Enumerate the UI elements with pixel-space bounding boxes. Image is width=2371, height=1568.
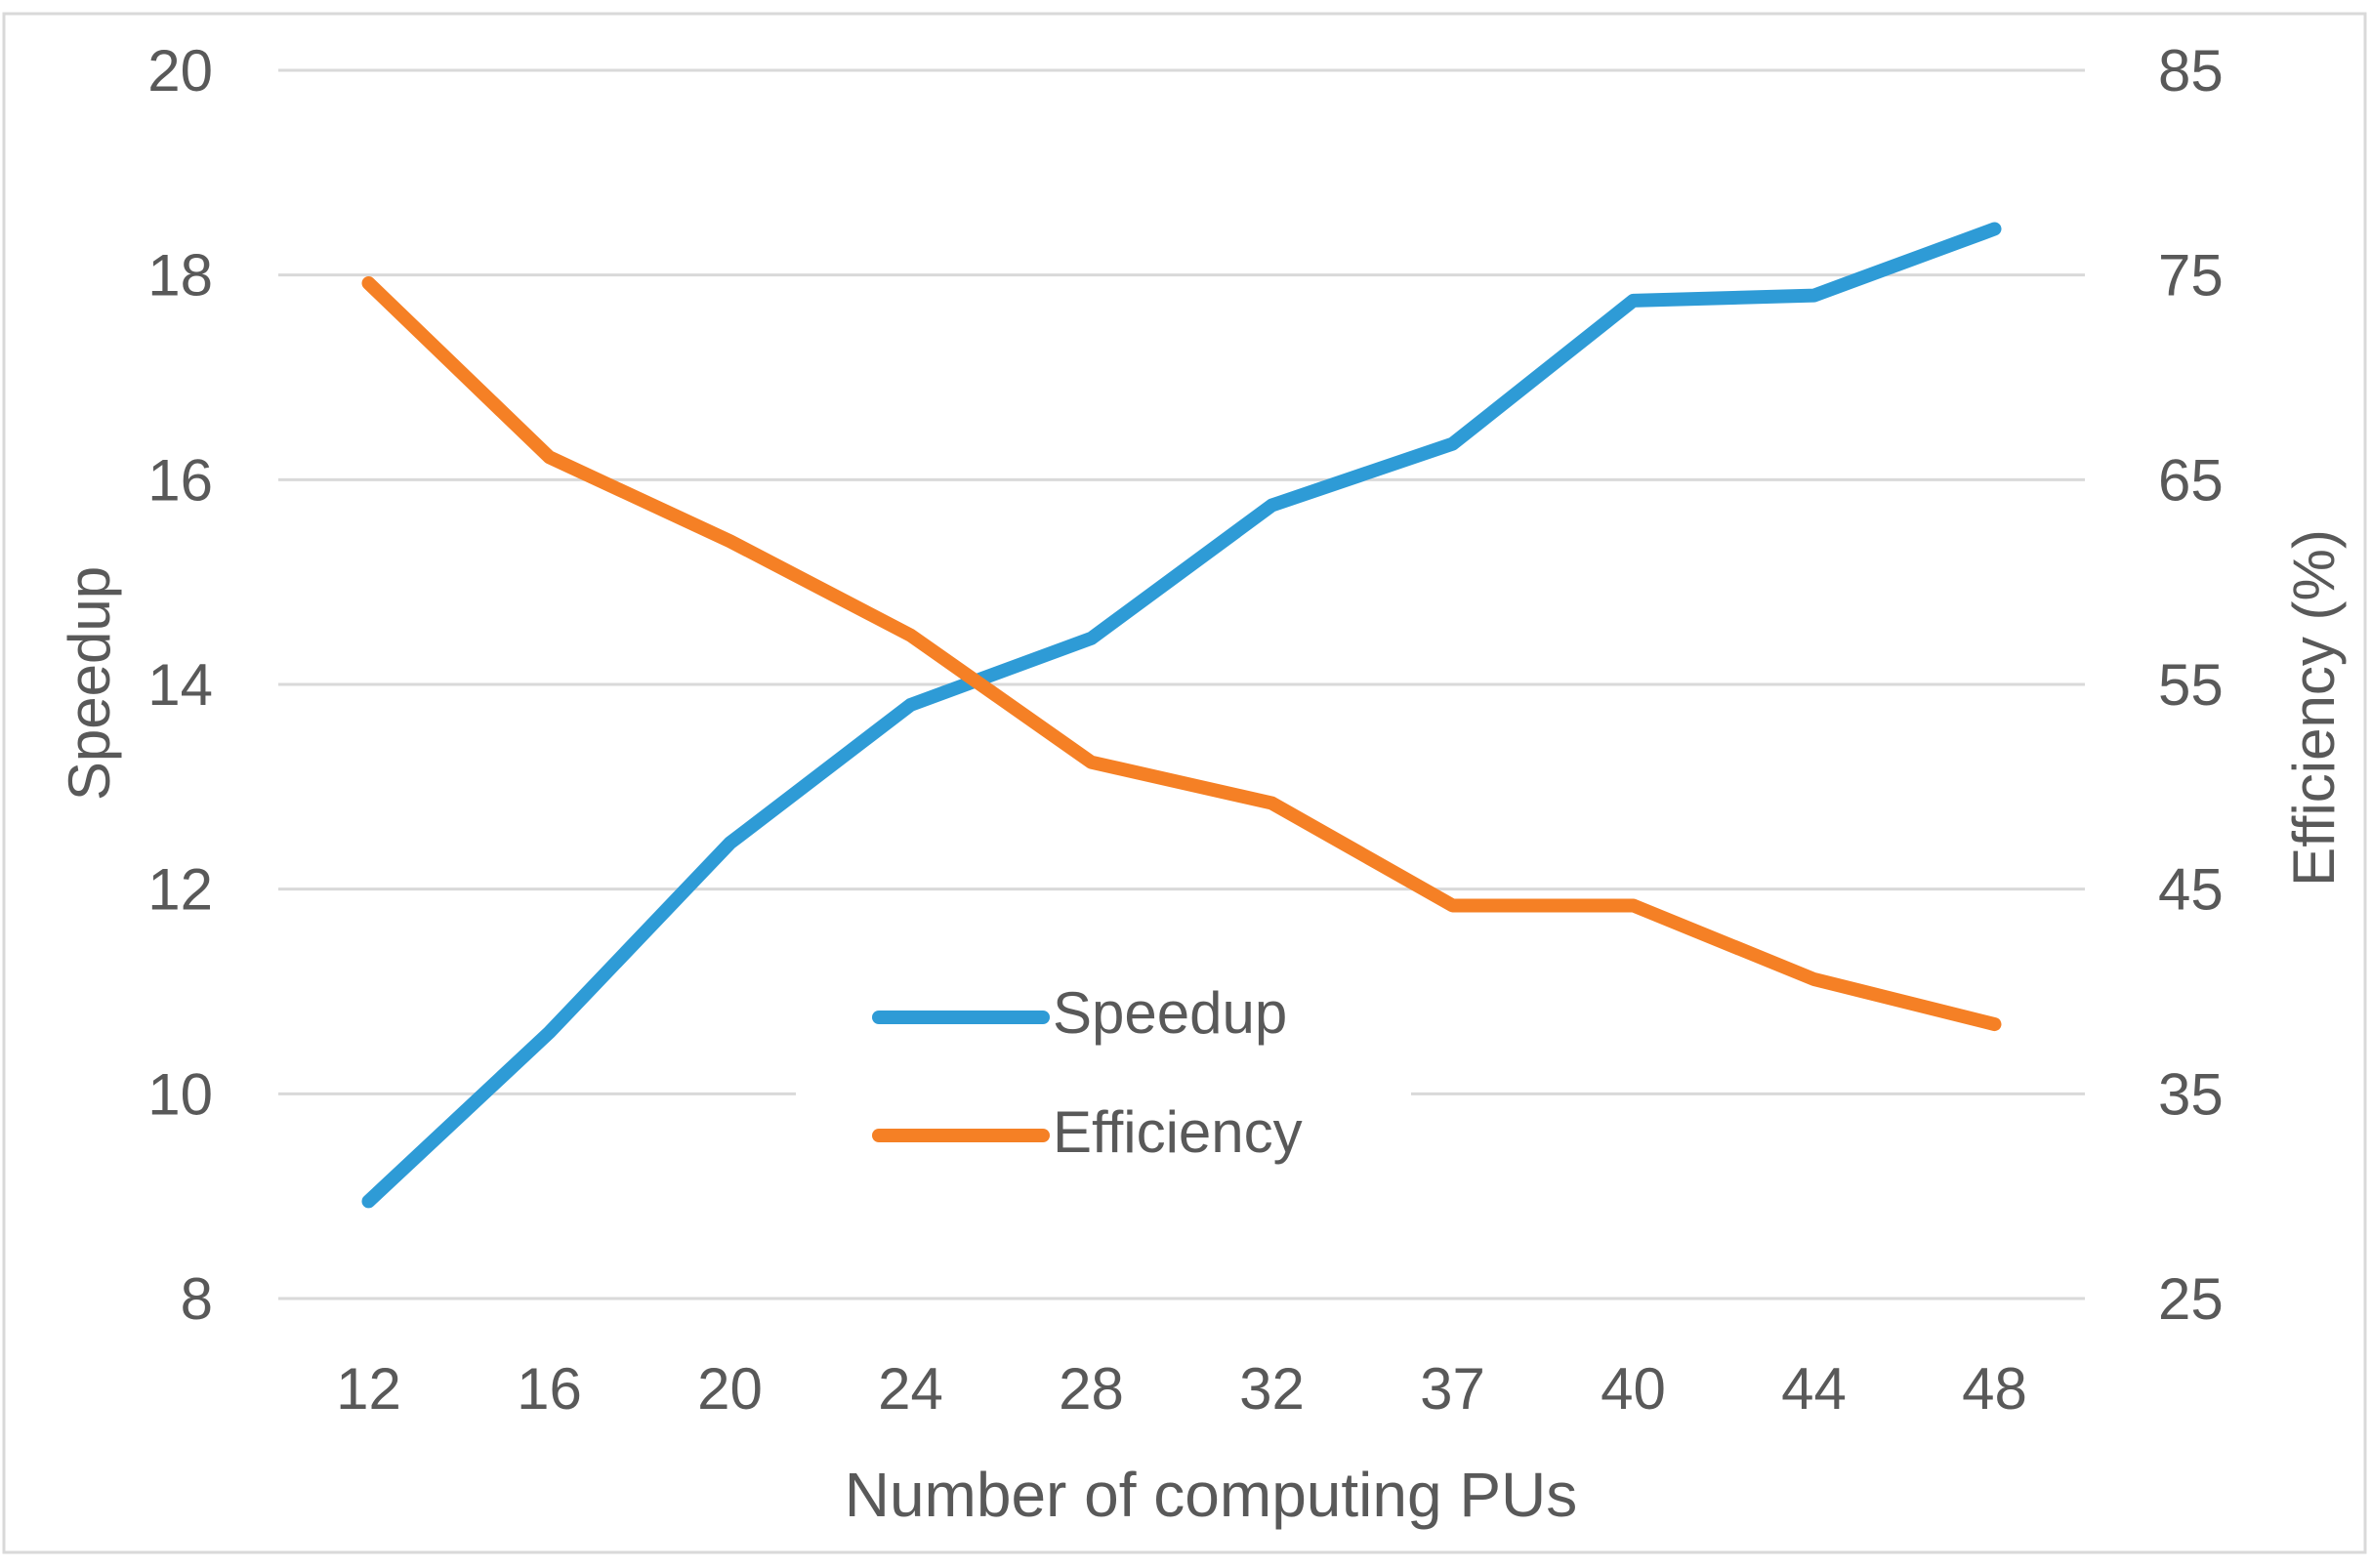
y2-tick-label: 65 xyxy=(2158,447,2224,513)
x-tick-label: 12 xyxy=(336,1356,401,1422)
series-lines xyxy=(361,222,2002,1209)
x-axis-title: Number of computing PUs xyxy=(845,1460,1578,1530)
x-tick-label: 48 xyxy=(1962,1356,2027,1422)
y-axis-title: Speedup xyxy=(57,566,122,801)
y-tick-label: 20 xyxy=(147,38,213,103)
gridlines xyxy=(278,68,2085,1300)
y2-tick-label: 55 xyxy=(2158,652,2224,718)
y-tick-label: 8 xyxy=(181,1266,213,1332)
y2-tick-label: 75 xyxy=(2158,243,2224,309)
x-tick-label: 16 xyxy=(517,1356,582,1422)
legend-background xyxy=(796,962,1411,1216)
y2-tick-label: 85 xyxy=(2158,38,2224,103)
x-axis-ticks: 12 16 20 24 28 32 37 40 44 48 xyxy=(336,1356,2027,1422)
legend-label-efficiency: Efficiency xyxy=(1053,1099,1303,1165)
x-tick-label: 32 xyxy=(1239,1356,1305,1422)
y-tick-label: 16 xyxy=(147,447,213,513)
x-tick-label: 28 xyxy=(1059,1356,1124,1422)
legend-label-speedup: Speedup xyxy=(1053,980,1287,1046)
y-tick-label: 12 xyxy=(147,857,213,923)
series-line-speedup xyxy=(361,222,2002,1209)
y-tick-label: 14 xyxy=(147,652,213,718)
left-axis-ticks: 8 10 12 14 16 18 20 xyxy=(147,38,213,1332)
x-tick-label: 40 xyxy=(1601,1356,1666,1422)
x-tick-label: 44 xyxy=(1781,1356,1847,1422)
y2-tick-label: 25 xyxy=(2158,1266,2224,1332)
x-tick-label: 20 xyxy=(697,1356,763,1422)
y2-tick-label: 45 xyxy=(2158,857,2224,923)
x-tick-label: 37 xyxy=(1420,1356,1485,1422)
y2-axis-title: Efficiency (%) xyxy=(2281,529,2347,887)
y2-tick-label: 35 xyxy=(2158,1061,2224,1127)
x-tick-label: 24 xyxy=(878,1356,943,1422)
series-line-efficiency xyxy=(361,276,2002,1032)
right-axis-ticks: 25 35 45 55 65 75 85 xyxy=(2158,38,2224,1332)
y-tick-label: 10 xyxy=(147,1061,213,1127)
y-tick-label: 18 xyxy=(147,243,213,309)
